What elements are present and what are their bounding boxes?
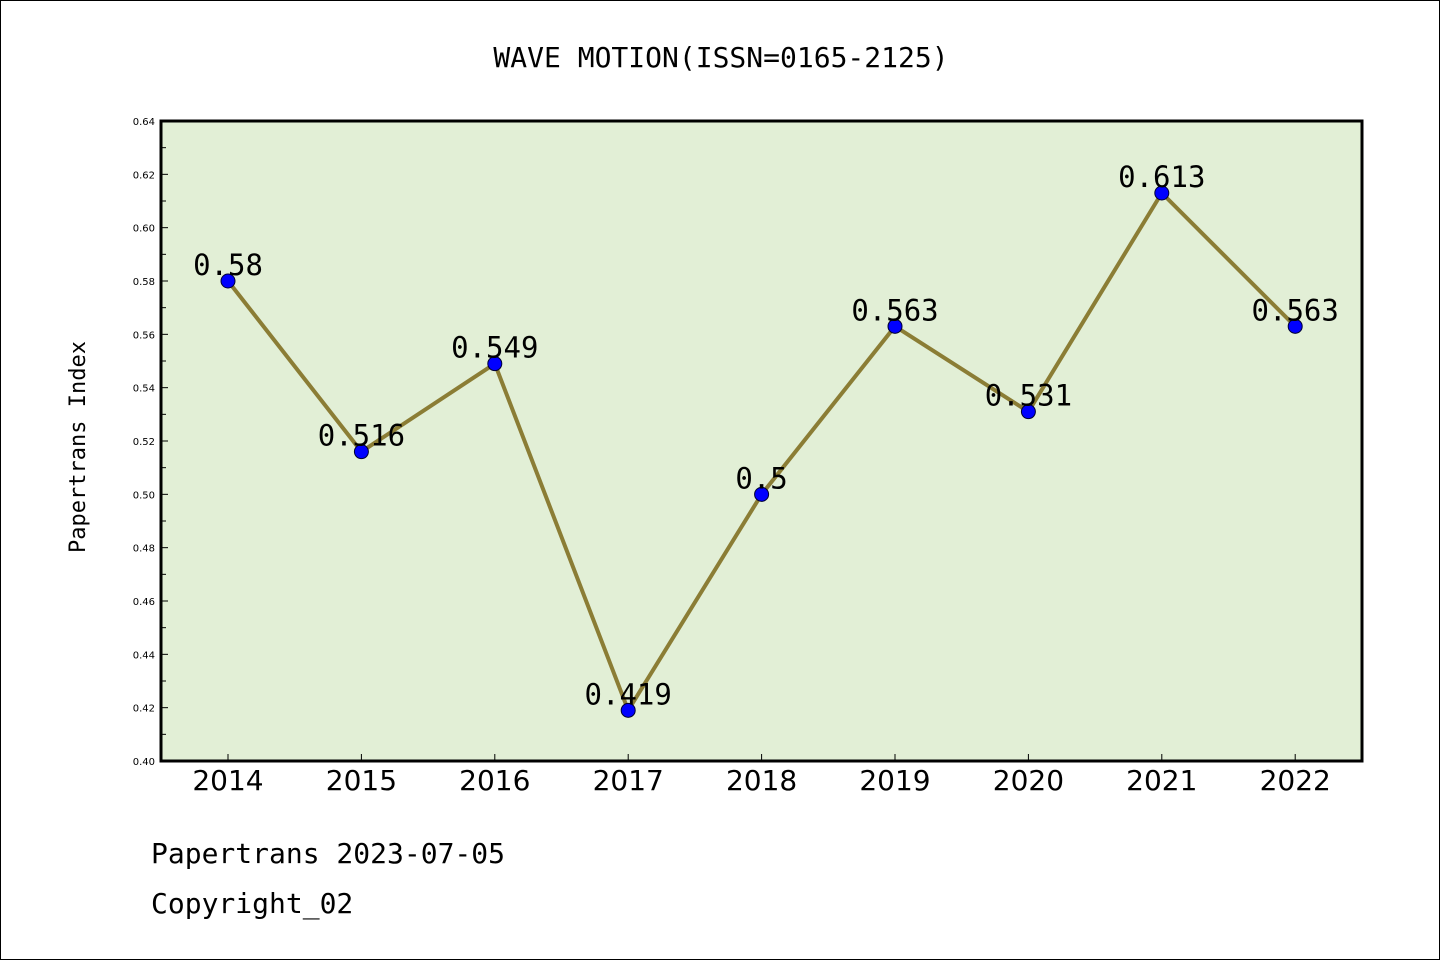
series-group [220,185,1303,718]
x-tick-label: 2018 [726,764,797,797]
x-axis-ticks: 2014 2015 2016 2017 2018 2019 2020 2021 2022 [192,754,1331,797]
data-point [1287,318,1303,334]
data-point [220,273,236,289]
x-tick-label: 2021 [1126,764,1197,797]
y-axis-label: Papertrans Index [66,341,91,553]
data-label: 0.5 [735,461,787,495]
y-tick-label: 0.56 [133,330,155,341]
x-tick-label: 2015 [326,764,397,797]
plot-area [159,119,1364,763]
y-tick-label: 0.54 [133,384,155,395]
x-tick-label: 2022 [1260,764,1331,797]
chart-title: WAVE MOTION(ISSN=0165-2125) [493,41,948,74]
x-tick-label: 2016 [459,764,530,797]
data-point [620,702,636,718]
data-label: 0.563 [1252,293,1339,327]
data-label: 0.516 [318,419,405,453]
y-tick-label: 0.58 [133,277,155,288]
x-tick-label: 2014 [192,764,263,797]
y-tick-label: 0.42 [133,704,155,715]
data-point [1154,185,1170,201]
y-tick-label: 0.48 [133,544,155,555]
data-labels: 0.58 0.516 0.549 0.419 0.5 0.563 0.531 0.613 0.5… [193,160,1339,711]
data-point [353,444,369,460]
copyright-note: Copyright_02 [151,887,354,920]
y-axis-ticks: 0.40 0.42 0.44 0.46 0.48 0.50 0.52 0.54 0.56 0.58… [133,117,168,768]
x-tick-label: 2019 [859,764,930,797]
y-tick-label: 0.40 [133,757,155,768]
data-label: 0.419 [585,677,672,711]
y-tick-label: 0.62 [133,170,155,181]
data-point [887,318,903,334]
source-note: Papertrans 2023-07-05 [151,837,506,870]
data-label: 0.549 [451,331,538,365]
data-point [1020,404,1036,420]
y-tick-label: 0.46 [133,597,155,608]
y-tick-label: 0.44 [133,650,155,661]
x-tick-label: 2017 [593,764,664,797]
data-label: 0.58 [193,248,263,282]
x-tick-label: 2020 [993,764,1064,797]
data-point [487,356,503,372]
data-label: 0.531 [985,379,1072,413]
y-tick-label: 0.64 [133,117,155,128]
data-label: 0.613 [1118,160,1205,194]
data-point [754,486,770,502]
y-tick-label: 0.60 [133,224,155,235]
data-label: 0.563 [851,293,938,327]
y-tick-label: 0.52 [133,437,155,448]
y-tick-label: 0.50 [133,490,155,501]
